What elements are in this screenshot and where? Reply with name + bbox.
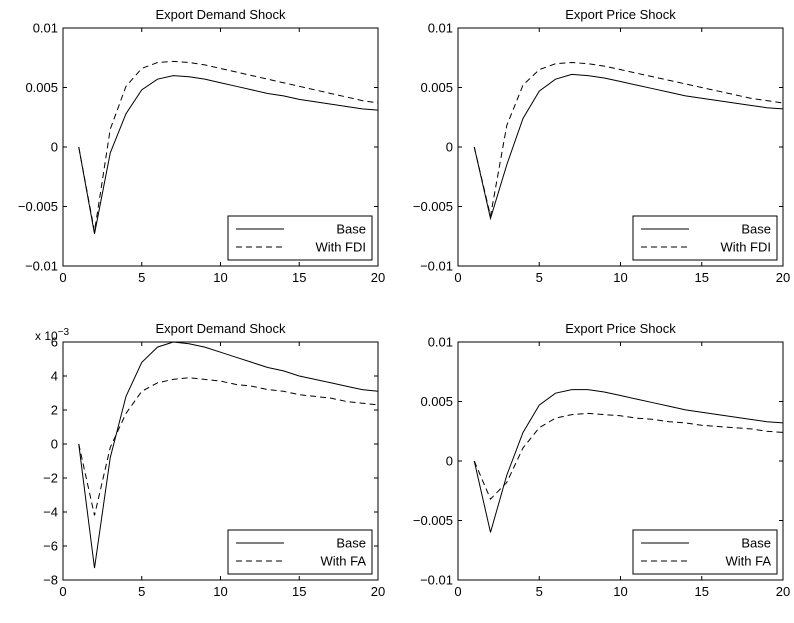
legend-label: With FA bbox=[725, 554, 771, 569]
x-tick-label: 10 bbox=[213, 270, 227, 285]
x-tick-label: 0 bbox=[454, 270, 461, 285]
chart-title: Export Demand Shock bbox=[155, 321, 286, 336]
legend: Base With FA bbox=[632, 529, 778, 575]
y-tick-label: 0.01 bbox=[428, 335, 453, 350]
y-tick-label: 0.005 bbox=[420, 80, 453, 95]
chart-title: Export Price Shock bbox=[565, 321, 676, 336]
y-tick-label: 0.01 bbox=[428, 21, 453, 36]
series-line-alt bbox=[473, 62, 784, 217]
chart-panel-2: Export Price Shock 0 5 10 15 20 −0.01 −0.005 0 0.… bbox=[413, 7, 790, 285]
chart-title: Export Demand Shock bbox=[155, 7, 286, 22]
y-tick-label: 2 bbox=[51, 403, 58, 418]
legend-label: With FA bbox=[320, 554, 366, 569]
x-tick-label: 20 bbox=[371, 584, 385, 599]
series-line-alt bbox=[78, 377, 379, 516]
x-tick-label: 20 bbox=[776, 584, 790, 599]
chart-panel-1: Export Demand Shock 0 5 10 15 20 −0.01 −0.005 0 0… bbox=[18, 7, 385, 285]
x-tick-label: 15 bbox=[695, 270, 709, 285]
x-tick-label: 0 bbox=[59, 270, 66, 285]
series-line-base bbox=[78, 341, 379, 569]
legend-box bbox=[227, 215, 373, 261]
series-line-base bbox=[473, 389, 784, 533]
x-tick-label: 20 bbox=[371, 270, 385, 285]
legend-label: Base bbox=[336, 222, 366, 237]
legend-box bbox=[632, 529, 778, 575]
y-tick-label: 0 bbox=[51, 437, 58, 452]
series-line-base bbox=[473, 73, 784, 221]
legend-label: Base bbox=[336, 536, 366, 551]
y-tick-label: −0.005 bbox=[18, 199, 58, 214]
legend-box bbox=[227, 529, 373, 575]
legend-box bbox=[632, 215, 778, 261]
x-tick-label: 10 bbox=[613, 584, 627, 599]
y-tick-label: 0 bbox=[446, 140, 453, 155]
y-tick-label: −2 bbox=[43, 471, 58, 486]
legend-label: With FDI bbox=[315, 240, 366, 255]
legend: Base With FA bbox=[227, 529, 373, 575]
y-tick-label: 0.01 bbox=[33, 21, 58, 36]
x-tick-label: 15 bbox=[292, 270, 306, 285]
y-tick-label: −0.005 bbox=[413, 199, 453, 214]
x-tick-label: 0 bbox=[59, 584, 66, 599]
x-tick-label: 5 bbox=[536, 584, 543, 599]
x-tick-label: 5 bbox=[138, 270, 145, 285]
chart-panel-4: Export Price Shock 0 5 10 15 20 −0.01 −0.005 0 0.… bbox=[413, 321, 790, 599]
legend: Base With FDI bbox=[632, 215, 778, 261]
legend-label: Base bbox=[741, 536, 771, 551]
chart-title: Export Price Shock bbox=[565, 7, 676, 22]
y-tick-label: 0 bbox=[51, 140, 58, 155]
legend-label: With FDI bbox=[720, 240, 771, 255]
y-exponent-label: x 10−3 bbox=[35, 327, 70, 343]
y-tick-label: −4 bbox=[43, 505, 58, 520]
x-tick-label: 5 bbox=[536, 270, 543, 285]
y-tick-label: 6 bbox=[51, 335, 58, 350]
x-tick-label: 15 bbox=[292, 584, 306, 599]
y-tick-label: 0.005 bbox=[25, 80, 58, 95]
x-tick-label: 5 bbox=[138, 584, 145, 599]
series-line-alt bbox=[473, 412, 784, 500]
y-tick-label: 0.005 bbox=[420, 394, 453, 409]
legend: Base With FDI bbox=[227, 215, 373, 261]
y-tick-label: 4 bbox=[51, 369, 58, 384]
y-tick-label: −8 bbox=[43, 573, 58, 588]
y-tick-label: 0 bbox=[446, 454, 453, 469]
chart-panel-3: Export Demand Shock 0 5 10 15 20 −8 −6 −4 −2 0 2 4 6x… bbox=[35, 321, 385, 599]
legend-label: Base bbox=[741, 222, 771, 237]
y-tick-label: −0.005 bbox=[413, 513, 453, 528]
x-tick-label: 10 bbox=[613, 270, 627, 285]
x-tick-label: 10 bbox=[213, 584, 227, 599]
y-tick-label: −0.01 bbox=[25, 259, 58, 274]
x-tick-label: 20 bbox=[776, 270, 790, 285]
x-tick-label: 0 bbox=[454, 584, 461, 599]
x-tick-label: 15 bbox=[695, 584, 709, 599]
y-tick-label: −0.01 bbox=[420, 259, 453, 274]
y-tick-label: −6 bbox=[43, 539, 58, 554]
series-line-base bbox=[78, 75, 379, 234]
y-tick-label: −0.01 bbox=[420, 573, 453, 588]
